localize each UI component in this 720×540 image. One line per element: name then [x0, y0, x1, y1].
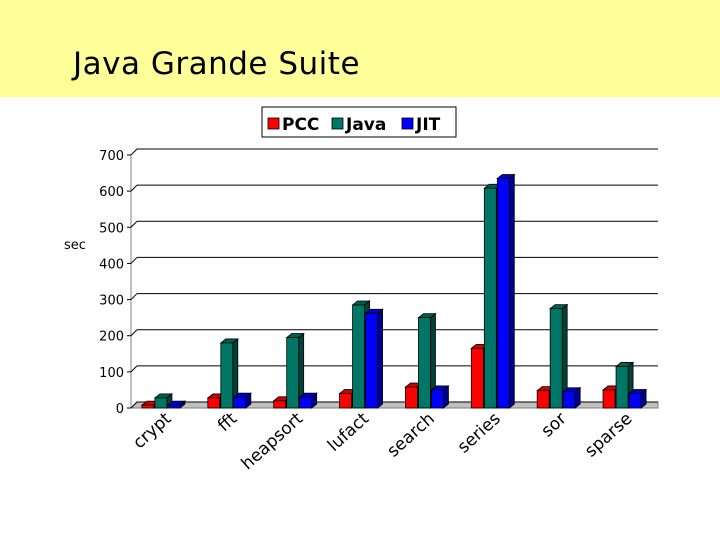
bar-heapsort-jit: [299, 396, 313, 409]
bar-series-pcc: [470, 347, 484, 409]
y-tick-label: 400: [99, 257, 124, 272]
bar-crypt-pcc: [141, 404, 155, 409]
slide-title: Java Grande Suite: [73, 46, 361, 82]
bar-series-java: [483, 187, 497, 409]
y-tick-label: 200: [99, 330, 124, 345]
bar-fft-java: [220, 342, 234, 409]
bar-search-pcc: [405, 386, 418, 409]
bar-sparse-jit: [628, 393, 642, 409]
x-tick-label: series: [454, 409, 505, 458]
bar-sparse-java: [615, 366, 629, 409]
x-tick-label: heapsort: [238, 409, 308, 475]
bar-crypt-jit: [167, 404, 181, 409]
y-axis-label: sec: [64, 238, 86, 253]
bar-sparse-pcc: [602, 389, 616, 409]
bar-fft-jit: [233, 396, 247, 409]
bar-lufact-pcc: [339, 393, 352, 409]
title-band: [0, 0, 720, 97]
legend-label-jit: JIT: [415, 115, 441, 135]
x-tick-label: lufact: [324, 409, 373, 456]
x-tick-label: sor: [538, 409, 571, 441]
gridline-depth: [130, 184, 138, 192]
bar-lufact-jit: [365, 312, 378, 409]
bar-series-jit: [496, 178, 510, 409]
bar-lufact-java: [352, 304, 365, 409]
bar-sor-pcc: [536, 390, 550, 409]
x-tick-label: sparse: [581, 409, 636, 462]
x-tick-label: search: [383, 409, 438, 462]
y-tick-label: 300: [99, 294, 124, 309]
bar-sor-jit: [562, 391, 576, 409]
legend-swatch-jit: [401, 117, 414, 130]
bar-heapsort-java: [286, 337, 300, 409]
legend-label-pcc: PCC: [282, 115, 319, 135]
gridline-depth: [130, 293, 138, 300]
bar-crypt-java: [154, 397, 168, 409]
y-tick-label: 100: [99, 366, 124, 381]
y-tick-label: 0: [116, 402, 124, 417]
gridline-depth: [130, 401, 138, 409]
bar-fft-pcc: [207, 397, 221, 409]
bar-search-java: [418, 317, 431, 409]
x-tick-label: fft: [214, 409, 241, 436]
bar-search-jit: [431, 389, 444, 409]
y-tick-label: 600: [99, 185, 124, 200]
bar-heapsort-pcc: [273, 400, 287, 409]
legend-swatch-pcc: [267, 117, 280, 130]
gridline-depth: [130, 220, 138, 228]
gridline-depth: [130, 329, 138, 337]
bar-side: [508, 173, 515, 409]
bar-side: [377, 308, 383, 409]
gridline-depth: [130, 148, 138, 156]
legend-box: [261, 106, 457, 138]
gridline-depth: [130, 257, 138, 264]
legend-label-java: Java: [345, 115, 386, 135]
gridline-depth: [130, 365, 138, 373]
legend-swatch-java: [331, 117, 344, 130]
y-tick-label: 500: [99, 221, 124, 236]
x-tick-label: crypt: [129, 409, 175, 453]
y-tick-label: 700: [99, 149, 124, 164]
bar-sor-java: [549, 308, 563, 409]
